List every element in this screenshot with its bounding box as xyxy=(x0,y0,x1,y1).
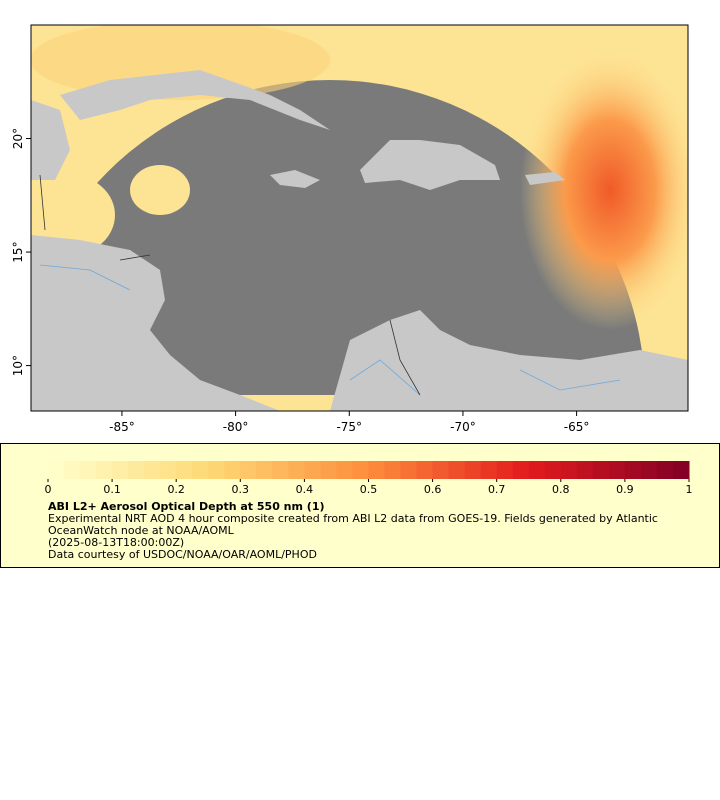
legend-credit: Data courtesy of USDOC/NOAA/OAR/AOML/PHO… xyxy=(48,548,317,561)
colorbar-swatch xyxy=(576,461,594,479)
colorbar-swatch xyxy=(224,461,241,479)
legend-time: (2025-08-13T18:00:00Z) xyxy=(48,536,185,549)
colorbar-tick-label: 0.6 xyxy=(424,483,442,494)
colorbar-swatch xyxy=(608,461,626,479)
colorbar-swatch xyxy=(176,461,193,479)
colorbar-tick-label: 1 xyxy=(686,483,693,494)
x-tick-label: -70° xyxy=(450,420,476,434)
legend-panel: 0 0.1 0.2 0.3 0.4 0.5 0.6 0.7 0.8 0.9 1 ABI L2+ Ae… xyxy=(0,443,720,568)
legend-description: Experimental NRT AOD 4 hour composite cr… xyxy=(48,512,658,537)
colorbar-swatch xyxy=(192,461,209,479)
colorbar-swatch xyxy=(416,461,434,479)
colorbar-swatch xyxy=(320,461,337,479)
colorbar-swatch xyxy=(640,461,658,479)
colorbar-tick-label: 0.8 xyxy=(552,483,570,494)
legend-title: ABI L2+ Aerosol Optical Depth at 550 nm … xyxy=(48,500,325,513)
map-imagery xyxy=(31,25,688,411)
colorbar-swatch xyxy=(304,461,321,479)
colorbar-tick-label: 0.3 xyxy=(232,483,250,494)
colorbar: 0 0.1 0.2 0.3 0.4 0.5 0.6 0.7 0.8 0.9 1 xyxy=(45,461,693,494)
colorbar-swatch xyxy=(656,461,674,479)
colorbar-swatch xyxy=(48,461,65,479)
colorbar-swatch xyxy=(288,461,305,479)
map-frame xyxy=(30,24,689,412)
colorbar-swatch xyxy=(112,461,129,479)
colorbar-tick-label: 0.5 xyxy=(360,483,378,494)
colorbar-swatch xyxy=(592,461,610,479)
colorbar-swatch xyxy=(448,461,466,479)
y-tick-label: 20° xyxy=(11,128,25,149)
x-tick-label: -85° xyxy=(109,420,135,434)
colorbar-swatch xyxy=(672,461,690,479)
y-tick-label: 10° xyxy=(11,355,25,376)
colorbar-swatch xyxy=(400,461,418,479)
x-tick-label: -75° xyxy=(336,420,362,434)
colorbar-swatch xyxy=(80,461,97,479)
x-tick-label: -80° xyxy=(223,420,249,434)
colorbar-tick-label: 0.4 xyxy=(296,483,314,494)
colorbar-swatch xyxy=(208,461,225,479)
colorbar-tick-label: 0.1 xyxy=(103,483,121,494)
colorbar-swatch xyxy=(96,461,113,479)
colorbar-swatch xyxy=(624,461,642,479)
colorbar-swatch xyxy=(560,461,578,479)
colorbar-tick-label: 0 xyxy=(45,483,52,494)
colorbar-swatch xyxy=(256,461,273,479)
colorbar-tick-label: 0.9 xyxy=(616,483,634,494)
colorbar-swatch xyxy=(528,461,546,479)
colorbar-swatch xyxy=(352,461,369,479)
colorbar-swatch xyxy=(240,461,257,479)
colorbar-swatch xyxy=(336,461,353,479)
colorbar-tick-label: 0.7 xyxy=(488,483,506,494)
colorbar-swatch xyxy=(496,461,514,479)
x-tick-label: -65° xyxy=(564,420,590,434)
colorbar-swatch xyxy=(544,461,562,479)
y-tick-label: 15° xyxy=(11,241,25,262)
colorbar-swatch xyxy=(128,461,145,479)
colorbar-tick-label: 0.2 xyxy=(167,483,185,494)
colorbar-swatch xyxy=(272,461,289,479)
map-figure: -85° -80° -75° -70° -65° 10° 15° 20° xyxy=(11,24,689,434)
colorbar-swatch xyxy=(432,461,450,479)
colorbar-swatch xyxy=(464,461,482,479)
colorbar-swatch xyxy=(368,461,386,479)
colorbar-swatch xyxy=(480,461,498,479)
colorbar-swatch xyxy=(144,461,161,479)
colorbar-swatch xyxy=(512,461,530,479)
colorbar-swatch xyxy=(384,461,402,479)
colorbar-swatch xyxy=(64,461,81,479)
colorbar-swatch xyxy=(160,461,177,479)
